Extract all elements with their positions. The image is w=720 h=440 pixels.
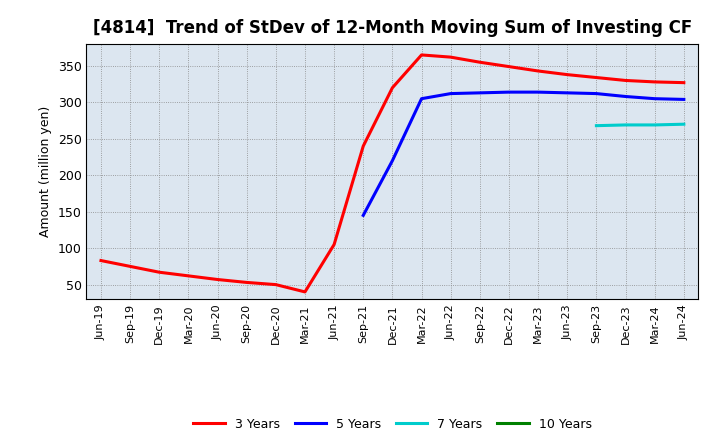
- Line: 3 Years: 3 Years: [101, 55, 684, 292]
- 3 Years: [592, 75, 600, 80]
- 3 Years: [184, 273, 193, 279]
- 3 Years: [243, 280, 251, 285]
- Title: [4814]  Trend of StDev of 12-Month Moving Sum of Investing CF: [4814] Trend of StDev of 12-Month Moving…: [93, 19, 692, 37]
- 3 Years: [475, 59, 484, 65]
- 3 Years: [650, 79, 659, 84]
- Line: 7 Years: 7 Years: [596, 124, 684, 126]
- 5 Years: [650, 96, 659, 101]
- 3 Years: [301, 289, 310, 294]
- 3 Years: [417, 52, 426, 58]
- 3 Years: [388, 85, 397, 90]
- 5 Years: [359, 213, 368, 218]
- 5 Years: [680, 97, 688, 102]
- 3 Years: [534, 68, 542, 73]
- 5 Years: [534, 89, 542, 95]
- 5 Years: [388, 158, 397, 163]
- 5 Years: [592, 91, 600, 96]
- 7 Years: [680, 121, 688, 127]
- 7 Years: [650, 122, 659, 128]
- 5 Years: [505, 89, 513, 95]
- 5 Years: [621, 94, 630, 99]
- 5 Years: [475, 90, 484, 95]
- Line: 5 Years: 5 Years: [364, 92, 684, 215]
- 3 Years: [563, 72, 572, 77]
- 5 Years: [446, 91, 455, 96]
- 3 Years: [155, 270, 163, 275]
- 3 Years: [96, 258, 105, 263]
- 3 Years: [213, 277, 222, 282]
- Legend: 3 Years, 5 Years, 7 Years, 10 Years: 3 Years, 5 Years, 7 Years, 10 Years: [188, 413, 597, 436]
- 3 Years: [680, 80, 688, 85]
- 3 Years: [330, 242, 338, 247]
- 3 Years: [126, 264, 135, 269]
- Y-axis label: Amount (million yen): Amount (million yen): [39, 106, 52, 237]
- 5 Years: [417, 96, 426, 101]
- 3 Years: [271, 282, 280, 287]
- 3 Years: [359, 143, 368, 149]
- 7 Years: [621, 122, 630, 128]
- 7 Years: [592, 123, 600, 128]
- 3 Years: [505, 64, 513, 69]
- 3 Years: [621, 78, 630, 83]
- 5 Years: [563, 90, 572, 95]
- 3 Years: [446, 55, 455, 60]
